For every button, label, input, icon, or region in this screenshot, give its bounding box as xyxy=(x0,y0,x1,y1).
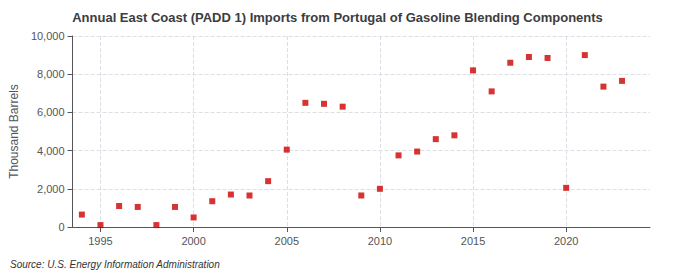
svg-text:8,000: 8,000 xyxy=(37,68,65,80)
svg-text:2000: 2000 xyxy=(181,235,205,247)
svg-text:Thousand Barrels: Thousand Barrels xyxy=(7,84,21,179)
svg-text:10,000: 10,000 xyxy=(31,30,65,42)
svg-text:2,000: 2,000 xyxy=(37,183,65,195)
svg-text:2015: 2015 xyxy=(461,235,485,247)
svg-text:6,000: 6,000 xyxy=(37,106,65,118)
svg-text:0: 0 xyxy=(58,221,64,233)
svg-text:Annual East Coast (PADD 1) Imp: Annual East Coast (PADD 1) Imports from … xyxy=(72,10,603,25)
svg-text:2020: 2020 xyxy=(554,235,578,247)
svg-text:Source: U.S. Energy Informatio: Source: U.S. Energy Information Administ… xyxy=(10,259,220,270)
svg-text:2010: 2010 xyxy=(368,235,392,247)
svg-text:2005: 2005 xyxy=(275,235,299,247)
svg-text:1995: 1995 xyxy=(88,235,112,247)
svg-text:4,000: 4,000 xyxy=(37,145,65,157)
